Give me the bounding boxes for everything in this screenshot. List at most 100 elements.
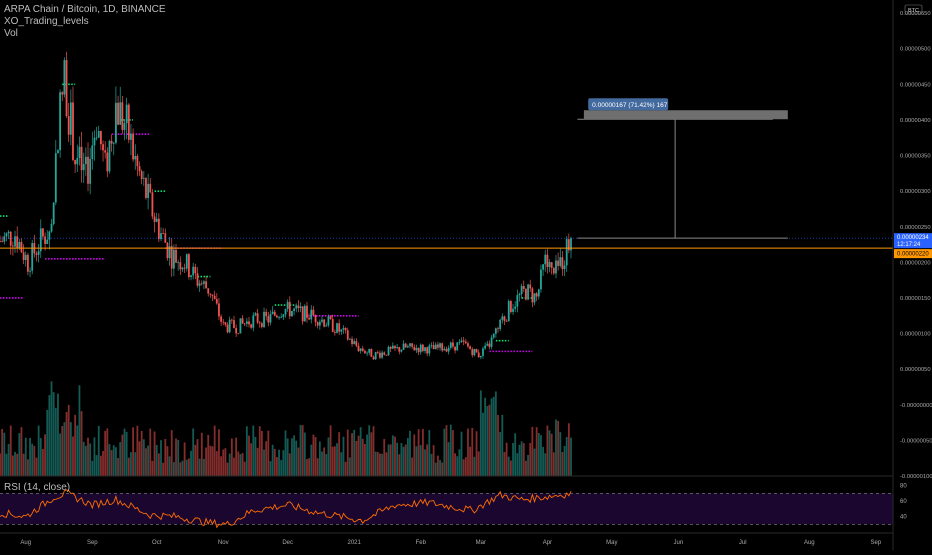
- volume-bar: [130, 452, 132, 476]
- candle-body: [387, 346, 390, 356]
- candle-body: [132, 133, 134, 160]
- volume-bar: [123, 428, 126, 476]
- volume-bar: [469, 446, 472, 476]
- candle-body: [310, 309, 313, 320]
- candle-body: [265, 311, 268, 317]
- volume-bar: [104, 430, 107, 476]
- price-tick-label: 0.00000050: [900, 367, 931, 373]
- volume-bar: [381, 453, 384, 476]
- volume-bar: [333, 446, 336, 476]
- volume-bar: [205, 447, 207, 476]
- candle-body: [82, 164, 85, 171]
- volume-bar: [439, 460, 441, 476]
- candle-body: [250, 324, 253, 328]
- volume-bar: [119, 442, 122, 476]
- candle-body: [509, 301, 512, 312]
- volume-bar: [325, 454, 328, 476]
- indicator-vol-label[interactable]: Vol: [4, 28, 18, 39]
- candle-body: [295, 305, 298, 309]
- volume-bar: [303, 432, 306, 476]
- chart-legend[interactable]: ARPA Chain / Bitcoin, 1D, BINANCE XO_Tra…: [4, 4, 166, 40]
- candle-body: [537, 289, 540, 297]
- price-tick-label: 0.00000500: [900, 47, 931, 53]
- volume-bar: [147, 445, 150, 476]
- candle-body: [325, 325, 328, 327]
- candle-body: [338, 323, 341, 332]
- volume-bar: [527, 454, 529, 476]
- candle-body: [31, 242, 34, 271]
- volume-bar: [46, 409, 49, 476]
- volume-bar: [286, 438, 289, 476]
- volume-bar: [391, 435, 394, 476]
- volume-bar: [258, 426, 261, 476]
- volume-bar: [136, 425, 139, 476]
- candle-body: [166, 242, 169, 259]
- volume-bar: [552, 452, 555, 476]
- candle-body: [145, 178, 147, 198]
- volume-bar: [0, 453, 1, 476]
- volume-bar: [76, 425, 79, 476]
- volume-bar: [567, 423, 570, 476]
- volume-bar: [411, 457, 414, 476]
- volume-bar: [323, 447, 326, 476]
- volume-bar: [99, 455, 102, 476]
- volume-bar: [535, 427, 538, 476]
- volume-bar: [110, 450, 113, 476]
- candle-body: [467, 343, 469, 347]
- volume-bar: [265, 441, 268, 476]
- time-tick-label: Dec: [282, 540, 293, 546]
- candle-body: [108, 140, 111, 172]
- volume-bar: [331, 446, 334, 476]
- volume-bar: [540, 435, 542, 476]
- candle-body: [271, 311, 274, 314]
- volume-bar: [486, 406, 489, 476]
- indicator-xo-label[interactable]: XO_Trading_levels: [4, 16, 89, 27]
- candle-body: [329, 316, 332, 320]
- volume-bar: [310, 444, 313, 476]
- volume-bar: [248, 435, 250, 476]
- candle-body: [127, 104, 130, 140]
- volume-bar: [194, 444, 197, 476]
- candle-body: [57, 150, 59, 154]
- volume-bar: [452, 430, 454, 476]
- volume-bar: [398, 454, 401, 476]
- candle-body: [183, 267, 186, 269]
- volume-bar: [475, 431, 478, 476]
- candle-body: [391, 345, 394, 349]
- candle-body: [235, 327, 238, 334]
- candle-body: [87, 156, 89, 184]
- candle-body: [170, 246, 173, 269]
- volume-bar: [230, 438, 233, 476]
- candle-body: [555, 260, 557, 274]
- candle-body: [336, 323, 338, 333]
- candle-body: [74, 160, 77, 165]
- candle-body: [406, 346, 409, 348]
- rsi-legend[interactable]: RSI (14, close): [4, 482, 71, 493]
- candle-body: [228, 319, 231, 333]
- volume-bar: [14, 451, 16, 476]
- candle-body: [419, 344, 422, 353]
- price-tick-label: 0.00000200: [900, 260, 931, 266]
- volume-bar: [89, 443, 92, 476]
- volume-bar: [233, 457, 235, 476]
- candle-body: [561, 257, 564, 270]
- candle-body: [5, 233, 8, 237]
- time-tick-label: Aug: [804, 540, 815, 546]
- candle-body: [256, 313, 259, 323]
- rsi-tick-label: 60: [900, 499, 907, 505]
- volume-bar: [157, 453, 160, 476]
- volume-bar: [507, 456, 510, 476]
- currency-badge-label: BTC: [908, 8, 919, 14]
- price-tick-label: 0.00000100: [900, 332, 931, 338]
- candle-body: [172, 249, 175, 269]
- volume-layer: [0, 381, 572, 476]
- volume-bar: [327, 437, 330, 476]
- volume-bar: [91, 460, 94, 476]
- candle-body: [153, 216, 156, 222]
- volume-bar: [213, 425, 216, 476]
- volume-bar: [282, 450, 285, 476]
- volume-bar: [226, 462, 229, 476]
- volume-bar: [115, 447, 117, 476]
